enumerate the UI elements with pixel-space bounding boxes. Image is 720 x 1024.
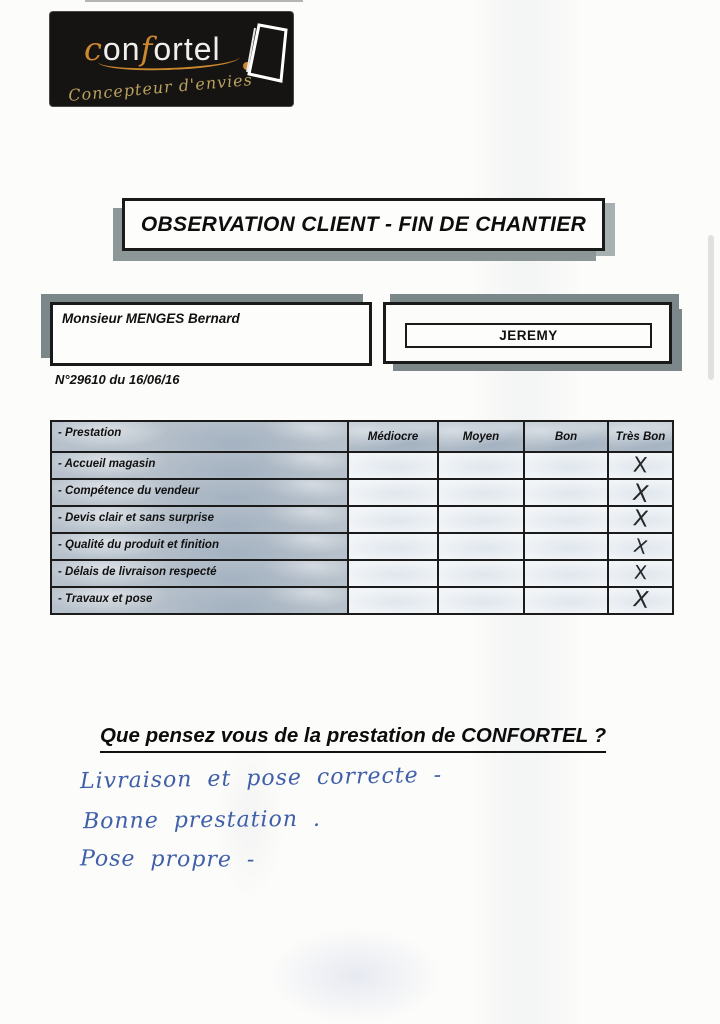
rating-x-mark: X (633, 561, 648, 584)
rating-cell-mediocre (347, 559, 439, 588)
row-label: - Délais de livraison respecté (50, 559, 349, 588)
logo-letters-ortel: ortel (153, 31, 221, 67)
rating-cell-tres-bon: X (607, 586, 674, 615)
form-title-box: OBSERVATION CLIENT - FIN DE CHANTIER (122, 198, 605, 251)
rating-cell-bon (523, 505, 609, 534)
logo-period-dot-icon (243, 62, 251, 70)
handwritten-comment-line-1: Livraison et pose correcte - (79, 762, 443, 795)
rating-cell-moyen (437, 505, 525, 534)
logo-tagline: Concepteur d'envies (67, 69, 254, 106)
rating-x-mark: X (632, 452, 649, 477)
row-label: - Accueil magasin (50, 451, 349, 480)
rating-cell-mediocre (347, 505, 439, 534)
client-name: Monsieur MENGES Bernard (62, 311, 240, 326)
rating-cell-bon (523, 532, 609, 561)
rating-x-mark: X (631, 506, 650, 533)
rating-cell-moyen (437, 478, 525, 507)
rating-x-mark: X (630, 479, 651, 506)
table-row: - Qualité du produit et finition X (50, 532, 674, 561)
rating-cell-mediocre (347, 451, 439, 480)
rating-cell-moyen (437, 532, 525, 561)
question-heading: Que pensez vous de la prestation de CONF… (100, 724, 607, 753)
rating-table: - Prestation Médiocre Moyen Bon Très Bon… (50, 420, 674, 615)
scan-edge-artifact (85, 0, 303, 2)
row-label: - Travaux et pose (50, 586, 349, 615)
form-title: OBSERVATION CLIENT - FIN DE CHANTIER (140, 212, 587, 236)
rating-cell-mediocre (347, 586, 439, 615)
table-row: - Compétence du vendeur X (50, 478, 674, 507)
rating-cell-moyen (437, 559, 525, 588)
table-row: - Accueil magasin X (50, 451, 674, 480)
rating-cell-bon (523, 451, 609, 480)
rating-cell-tres-bon: X (607, 451, 674, 480)
logo-door-icon (246, 23, 288, 83)
table-header-row: - Prestation Médiocre Moyen Bon Très Bon (50, 420, 674, 453)
logo-letter-c: c (84, 30, 103, 68)
confortel-logo: confortel Concepteur d'envies (50, 12, 293, 106)
header-prestation: - Prestation (50, 420, 349, 453)
logo-wordmark: confortel (84, 30, 221, 68)
rating-cell-tres-bon: X (607, 559, 674, 588)
client-name-box: Monsieur MENGES Bernard (50, 302, 372, 366)
rating-cell-tres-bon: X (607, 505, 674, 534)
rating-cell-bon (523, 559, 609, 588)
logo-letters-on: on (102, 31, 141, 67)
salesperson-name: JEREMY (405, 323, 652, 348)
rating-cell-mediocre (347, 532, 439, 561)
table-row: - Travaux et pose X (50, 586, 674, 615)
logo-letter-f: f (140, 30, 154, 68)
row-label: - Devis clair et sans surprise (50, 505, 349, 534)
handwritten-comment-line-2: Bonne prestation . (82, 806, 322, 835)
rating-cell-moyen (437, 451, 525, 480)
rating-x-mark: X (630, 587, 651, 614)
rating-cell-bon (523, 478, 609, 507)
rating-cell-moyen (437, 586, 525, 615)
rating-cell-tres-bon: X (607, 532, 674, 561)
rating-cell-tres-bon: X (607, 478, 674, 507)
header-mediocre: Médiocre (347, 420, 439, 453)
table-row: - Devis clair et sans surprise X (50, 505, 674, 534)
rating-x-mark: X (631, 534, 650, 559)
rating-cell-bon (523, 586, 609, 615)
salesperson-box: JEREMY (383, 302, 672, 364)
rating-cell-mediocre (347, 478, 439, 507)
scan-fold-artifact (708, 235, 714, 380)
order-number-line: N°29610 du 16/06/16 (55, 372, 180, 387)
handwritten-comment-line-3: Pose propre - (79, 846, 256, 873)
scan-smudge-artifact (268, 928, 443, 1024)
table-row: - Délais de livraison respecté X (50, 559, 674, 588)
header-tres-bon: Très Bon (607, 420, 674, 453)
row-label: - Compétence du vendeur (50, 478, 349, 507)
row-label: - Qualité du produit et finition (50, 532, 349, 561)
header-bon: Bon (523, 420, 609, 453)
header-moyen: Moyen (437, 420, 525, 453)
